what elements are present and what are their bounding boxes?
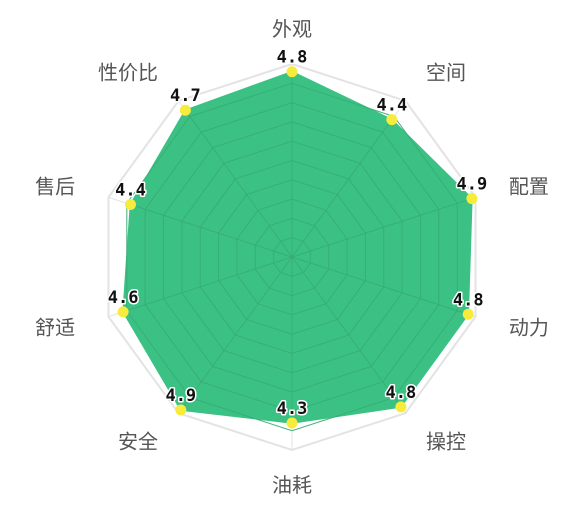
value-labels: 4.8 4.4 4.9 4.8 4.8 4.3 4.9 4.6 4.4 4.7 bbox=[106, 46, 488, 420]
axis-label-2: 空间 bbox=[426, 61, 466, 85]
data-point-4 bbox=[462, 308, 474, 320]
inner-grid-spoke-10 bbox=[184, 109, 293, 258]
value-label-8: 4.6 bbox=[108, 288, 139, 308]
axis-label-8: 舒适 bbox=[35, 315, 75, 339]
inner-grid-ring-9 bbox=[126, 82, 458, 432]
inner-grid-spoke-4 bbox=[291, 256, 469, 315]
data-point-3 bbox=[466, 193, 478, 205]
inner-grid-spoke-7 bbox=[180, 256, 293, 411]
value-label-7: 4.9 bbox=[165, 386, 196, 406]
inner-grid-spoke-2 bbox=[291, 119, 393, 258]
data-area bbox=[122, 70, 473, 424]
value-label-10: 4.7 bbox=[170, 86, 201, 106]
inner-grid-spoke-3 bbox=[291, 198, 473, 258]
data-point-7 bbox=[175, 404, 187, 416]
data-point-1 bbox=[286, 66, 298, 78]
axis-label-1: 外观 bbox=[272, 17, 312, 41]
data-point-5 bbox=[395, 401, 407, 413]
axis-label-7: 安全 bbox=[118, 429, 158, 453]
value-label-2: 4.4 bbox=[376, 96, 407, 116]
inner-grid-spoke-5 bbox=[291, 256, 402, 408]
data-point-6 bbox=[286, 417, 298, 429]
inner-grid bbox=[122, 71, 473, 432]
value-label-5: 4.8 bbox=[386, 383, 417, 403]
data-points bbox=[117, 66, 478, 429]
inner-grid-spoke-9 bbox=[130, 204, 293, 258]
axis-label-5: 操控 bbox=[426, 429, 466, 453]
inner-grid-spoke-8 bbox=[122, 256, 293, 313]
value-label-9: 4.4 bbox=[115, 181, 146, 201]
value-label-6: 4.3 bbox=[277, 399, 308, 419]
value-label-3: 4.9 bbox=[457, 175, 488, 195]
value-label-1: 4.8 bbox=[277, 48, 308, 68]
axis-label-4: 动力 bbox=[509, 315, 549, 339]
axis-label-9: 售后 bbox=[35, 175, 75, 199]
data-point-9 bbox=[124, 199, 136, 211]
axis-label-3: 配置 bbox=[509, 175, 549, 199]
data-point-2 bbox=[386, 114, 398, 126]
axis-label-10: 性价比 bbox=[98, 61, 158, 85]
data-point-8 bbox=[117, 306, 129, 318]
value-label-4: 4.8 bbox=[453, 290, 484, 310]
data-point-10 bbox=[179, 104, 191, 116]
axis-label-6: 油耗 bbox=[272, 473, 312, 497]
